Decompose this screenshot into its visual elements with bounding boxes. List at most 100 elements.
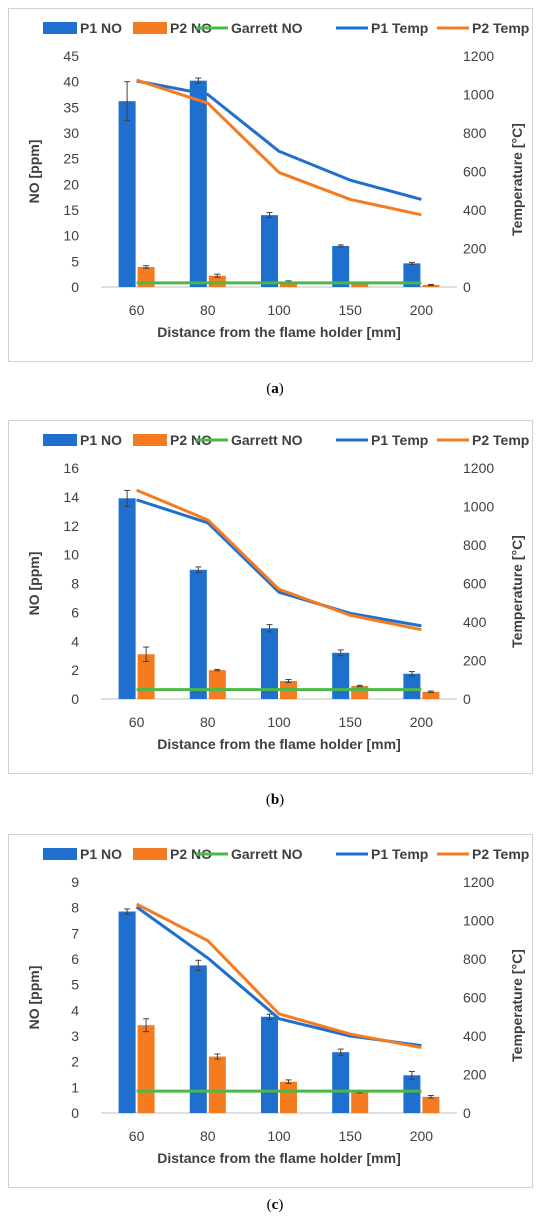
x-tick-label: 80 — [200, 714, 216, 730]
bar-p1-no — [189, 569, 207, 699]
legend-label-garrett-no: Garrett NO — [231, 846, 303, 862]
y-tick-label: 3 — [71, 1028, 79, 1044]
chart-a: P1 NO P2 NO Garrett NO P1 Temp P2 Temp 0 5 10 15… — [26, 20, 529, 340]
y-tick-label: 40 — [63, 74, 79, 90]
y2-tick-label: 1200 — [463, 460, 494, 476]
y2-tick-label: 400 — [463, 202, 487, 218]
legend-label-p1-no: P1 NO — [80, 20, 122, 36]
y-tick-label: 35 — [63, 99, 79, 115]
x-tick-label: 100 — [267, 302, 291, 318]
y-tick-label: 12 — [63, 518, 79, 534]
bar-p1-no — [118, 101, 136, 287]
y-tick-label: 10 — [63, 228, 79, 244]
legend-label-p2-temp: P2 Temp — [472, 432, 529, 448]
y-tick-label: 10 — [63, 547, 79, 563]
y2-tick-label: 0 — [463, 691, 471, 707]
line-p1-temp — [136, 498, 422, 628]
y-tick-label: 0 — [71, 691, 79, 707]
x-axis-title: Distance from the flame holder [mm] — [157, 736, 401, 752]
x-tick-label: 200 — [410, 302, 434, 318]
legend-label-p1-no: P1 NO — [80, 846, 122, 862]
y-axis-title: NO [ppm] — [26, 552, 42, 616]
y2-tick-label: 600 — [463, 576, 487, 592]
legend-label-p1-temp: P1 Temp — [371, 846, 428, 862]
bar-p2-no — [351, 686, 369, 699]
y2-tick-label: 1200 — [463, 874, 494, 890]
legend-label-garrett-no: Garrett NO — [231, 432, 303, 448]
bar-p1-no — [332, 1052, 350, 1113]
y2-tick-label: 800 — [463, 537, 487, 553]
y-tick-label: 8 — [71, 900, 79, 916]
legend-label-p2-temp: P2 Temp — [472, 846, 529, 862]
bar-p2-no — [280, 281, 297, 287]
legend-swatch-p1-no — [43, 434, 77, 446]
x-tick-label: 80 — [200, 302, 216, 318]
bar-p2-no — [208, 1056, 226, 1113]
y-tick-label: 7 — [71, 925, 79, 941]
caption-c: (c) — [266, 1197, 284, 1213]
bar-p1-no — [118, 911, 136, 1113]
chart-c: P1 NO P2 NO Garrett NO P1 Temp P2 Temp 0 1 2 3 4 5… — [26, 846, 529, 1166]
y2-tick-label: 0 — [463, 279, 471, 295]
y-tick-label: 45 — [63, 48, 79, 64]
y-axis-title: NO [ppm] — [26, 966, 42, 1030]
y-tick-label: 15 — [63, 202, 79, 218]
x-tick-label: 60 — [129, 714, 145, 730]
line-p1-temp — [135, 905, 422, 1048]
bar-p2-no — [208, 670, 226, 699]
legend-label-p2-no: P2 NO — [170, 846, 212, 862]
legend-swatch-p1-no — [43, 848, 77, 860]
y-tick-label: 4 — [71, 1002, 79, 1018]
y-tick-label: 0 — [71, 1105, 79, 1121]
y-tick-label: 4 — [71, 633, 79, 649]
bar-p1-no — [403, 673, 421, 699]
bar-p2-no — [208, 275, 226, 287]
bar-p2-no — [351, 1091, 369, 1113]
x-tick-label: 150 — [339, 714, 363, 730]
legend-label-p1-temp: P1 Temp — [371, 432, 428, 448]
x-tick-label: 150 — [339, 1128, 363, 1144]
x-tick-label: 80 — [200, 1128, 216, 1144]
y-tick-label: 2 — [71, 662, 79, 678]
chart-panel-a: P1 NO P2 NO Garrett NO P1 Temp P2 Temp 0 5 10 15… — [8, 8, 533, 362]
legend-label-p2-no: P2 NO — [170, 432, 212, 448]
y2-tick-label: 800 — [463, 125, 487, 141]
legend-swatch-p1-no — [43, 22, 77, 34]
bar-p2-no — [280, 1081, 297, 1113]
y2-axis-title: Temperature [°C] — [509, 949, 525, 1062]
line-p2-temp — [136, 78, 422, 217]
y-tick-label: 30 — [63, 125, 79, 141]
bar-p2-no — [422, 284, 440, 287]
bar-p1-no — [118, 498, 136, 699]
bar-p1-no — [261, 1016, 278, 1113]
y2-tick-label: 800 — [463, 951, 487, 967]
chart-panel-c: P1 NO P2 NO Garrett NO P1 Temp P2 Temp 0 1 2 3 4 5… — [8, 834, 533, 1188]
y-tick-label: 9 — [71, 874, 79, 890]
legend-label-garrett-no: Garrett NO — [231, 20, 303, 36]
x-tick-label: 100 — [267, 714, 291, 730]
y-tick-label: 5 — [71, 977, 79, 993]
y2-tick-label: 400 — [463, 1028, 487, 1044]
y-tick-label: 25 — [63, 151, 79, 167]
bar-p1-no — [189, 965, 207, 1113]
legend-swatch-p2-no — [133, 848, 167, 860]
x-axis-title: Distance from the flame holder [mm] — [157, 324, 401, 340]
line-p2-temp — [136, 488, 422, 632]
y-tick-label: 2 — [71, 1054, 79, 1070]
y2-tick-label: 1000 — [463, 913, 494, 929]
x-tick-label: 100 — [267, 1128, 291, 1144]
y2-tick-label: 200 — [463, 1067, 487, 1083]
y2-tick-label: 600 — [463, 164, 487, 180]
y2-tick-label: 0 — [463, 1105, 471, 1121]
legend-label-p2-no: P2 NO — [170, 20, 212, 36]
bar-p1-no — [332, 652, 350, 699]
line-p2-temp — [135, 902, 422, 1050]
y-tick-label: 20 — [63, 176, 79, 192]
caption-b: (b) — [265, 792, 285, 808]
bar-p2-no — [137, 1025, 155, 1113]
y2-tick-label: 200 — [463, 653, 487, 669]
y-tick-label: 1 — [71, 1079, 79, 1095]
y-tick-label: 14 — [63, 489, 79, 505]
legend-label-p1-no: P1 NO — [80, 432, 122, 448]
y2-tick-label: 400 — [463, 614, 487, 630]
